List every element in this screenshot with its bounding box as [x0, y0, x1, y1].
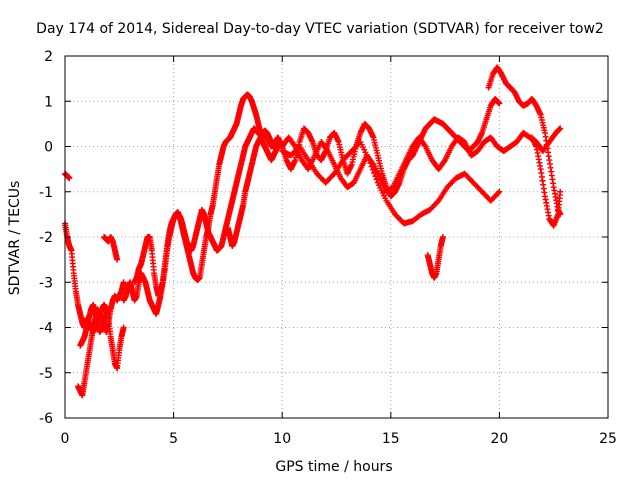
series-12 [424, 234, 446, 281]
series-4 [77, 301, 112, 349]
data-point [373, 176, 380, 183]
data-point [369, 166, 376, 173]
x-axis-label: GPS time / hours [275, 459, 392, 475]
series-13 [485, 64, 564, 218]
data-series [62, 64, 564, 399]
y-tick-label: -6 [39, 411, 53, 427]
data-point [291, 142, 298, 149]
y-tick-label: 2 [44, 49, 53, 65]
data-point [366, 157, 373, 164]
y-tick-label: 1 [44, 94, 53, 110]
data-point [105, 306, 112, 313]
data-point [367, 160, 374, 167]
data-point [368, 163, 375, 170]
data-point [434, 199, 441, 206]
y-tick-label: 0 [44, 140, 53, 156]
y-tick-label: -5 [39, 366, 53, 382]
data-point [371, 170, 378, 177]
data-point [330, 171, 337, 178]
axis-ticks: 0 5 10 15 20 25 -6 -5 -4 -3 -2 -1 0 1 2 [39, 49, 617, 447]
data-point [114, 256, 121, 263]
x-tick-label: 20 [490, 431, 508, 447]
data-point [439, 234, 446, 240]
series-14 [528, 134, 564, 229]
data-point [557, 125, 564, 132]
x-tick-label: 5 [169, 431, 178, 447]
data-point [441, 158, 448, 165]
data-point [496, 188, 503, 195]
data-point [66, 175, 73, 182]
data-point [496, 100, 503, 107]
series-5 [101, 234, 121, 263]
chart-title: Day 174 of 2014, Sidereal Day-to-day VTE… [36, 21, 604, 37]
y-tick-label: -4 [39, 321, 53, 337]
series-8 [224, 129, 286, 250]
data-point [421, 142, 428, 149]
series-3 [75, 279, 127, 399]
y-tick-label: -3 [39, 275, 53, 291]
data-point [557, 188, 564, 195]
data-point [120, 279, 127, 286]
y-tick-label: -1 [39, 185, 53, 201]
x-tick-label: 25 [599, 431, 617, 447]
x-tick-label: 15 [382, 431, 400, 447]
data-point [323, 146, 330, 153]
series-10 [279, 125, 564, 195]
y-axis-label: SDTVAR / TECUs [7, 181, 23, 296]
data-point [120, 324, 127, 331]
series-1 [62, 170, 73, 182]
data-point [495, 190, 502, 197]
series-11 [279, 138, 503, 227]
x-tick-label: 10 [273, 431, 291, 447]
y-tick-label: -2 [39, 230, 53, 246]
data-point [372, 173, 379, 180]
x-tick-label: 0 [61, 431, 70, 447]
series-6 [120, 91, 286, 317]
